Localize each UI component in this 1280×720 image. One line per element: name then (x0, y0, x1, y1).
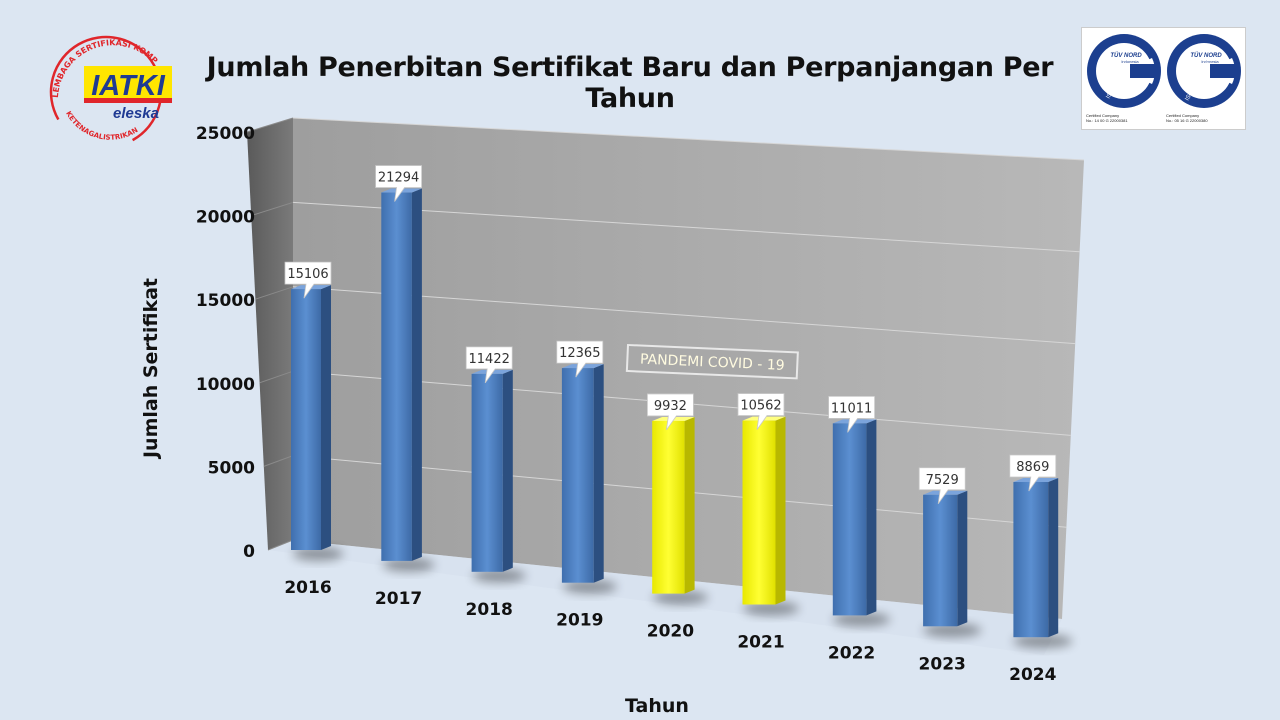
data-label-2021: 10562 (737, 393, 785, 430)
badge-2-cert-no: No.: 05 16 G 22000380 (1166, 118, 1208, 123)
y-tick-label: 10000 (196, 375, 255, 395)
bar-side-2020 (684, 416, 695, 594)
x-tick-2023: 2023 (919, 654, 966, 674)
y-tick-label: 15000 (196, 291, 255, 311)
logo-sub-text: eleska (113, 105, 159, 122)
data-label-text: 11422 (469, 352, 510, 367)
bar-2023 (923, 490, 968, 627)
bar-2016 (291, 285, 331, 550)
data-label-2018: 11422 (465, 346, 513, 384)
bar-side-2018 (502, 369, 513, 572)
data-label-2020: 9932 (647, 393, 694, 431)
bar-front-2018 (471, 373, 503, 572)
y-tick-label: 20000 (196, 208, 255, 228)
data-label-2024: 8869 (1009, 454, 1057, 492)
bar-front-2023 (923, 494, 958, 627)
data-label-text: 9932 (654, 399, 687, 414)
x-tick-2018: 2018 (466, 600, 513, 620)
gridline-25000 (292, 117, 1085, 161)
badge-iso-9001: TÜV NORD Indonesia ISO 9001:2015 Certifi… (1086, 34, 1161, 123)
y-tick-label: 0 (243, 542, 255, 562)
data-label-text: 7529 (926, 473, 959, 488)
data-label-text: 21294 (378, 171, 419, 186)
bar-shadows (292, 547, 1073, 649)
covid-annotation-box (625, 343, 799, 380)
data-labels: 15106 21294 11422 12365 9932 10562 11011 7529 88… (284, 165, 1057, 504)
callout-box (556, 340, 604, 378)
bar-2021 (742, 416, 786, 605)
badge-1-country: Indonesia (1121, 59, 1139, 64)
bar-side-2022 (866, 419, 877, 616)
bar-side-2019 (593, 364, 604, 583)
bar-2019 (561, 364, 604, 583)
bar-side-2021 (775, 416, 786, 605)
data-label-2023: 7529 (918, 467, 966, 504)
badge-2-caption: Certified Company (1166, 113, 1199, 118)
bar-2022 (832, 419, 877, 616)
x-axis-label: Tahun (625, 695, 689, 717)
bar-2020 (652, 416, 695, 594)
side-wall (247, 118, 293, 550)
data-label-text: 12365 (559, 346, 600, 361)
callout-box (465, 346, 513, 384)
badge-1-brand: TÜV NORD (1110, 52, 1142, 59)
bar-front-2022 (832, 423, 867, 616)
bar-side-2023 (957, 490, 968, 627)
callout-box (375, 165, 422, 202)
x-tick-2021: 2021 (737, 633, 784, 653)
x-axis-ticks: 2016 2017 2018 2019 2020 2021 2022 2023 2024 (284, 578, 1056, 685)
bar-front-2016 (291, 289, 321, 550)
bar-front-2017 (381, 192, 412, 561)
badge-2-country: Indonesia (1201, 59, 1219, 64)
callout-box (1009, 454, 1057, 492)
badge-iso-45001: TÜV NORD Indonesia ISO 45001:2018 Certif… (1166, 34, 1241, 123)
bar-front-2020 (652, 420, 685, 594)
data-label-2019: 12365 (556, 340, 604, 378)
certification-badges: TÜV NORD Indonesia ISO 9001:2015 Certifi… (1081, 27, 1246, 130)
data-label-2017: 21294 (375, 165, 422, 202)
data-label-text: 15106 (287, 267, 328, 282)
bar-front-2024 (1013, 482, 1049, 638)
x-tick-2024: 2024 (1009, 665, 1056, 685)
chart-title: Jumlah Penerbitan Sertifikat Baru dan Pe… (206, 52, 1054, 114)
badge-1-cert-no: No.: 14 00 G 22000381 (1086, 118, 1128, 123)
x-tick-2016: 2016 (284, 578, 331, 598)
bar-side-2024 (1048, 478, 1059, 638)
data-label-text: 8869 (1016, 460, 1049, 475)
bar-side-2017 (411, 188, 422, 561)
logo-main-text: IATKI (91, 70, 166, 102)
callout-box (737, 393, 785, 430)
gridline-20000 (292, 201, 1080, 253)
x-tick-2022: 2022 (828, 643, 875, 663)
y-tick-label: 25000 (196, 124, 255, 144)
callout-box (647, 393, 694, 431)
data-label-text: 10562 (740, 399, 781, 414)
x-tick-2019: 2019 (556, 611, 603, 631)
iatki-logo: LEMBAGA SERTIFIKASI KOMPETENSI KETENAGAL… (38, 28, 172, 148)
y-tick-label: 5000 (208, 458, 255, 478)
y-axis-ticks: 0 5000 10000 15000 20000 25000 (196, 124, 255, 562)
bar-front-2019 (561, 368, 594, 583)
x-tick-2017: 2017 (375, 589, 422, 609)
badge-1-caption: Certified Company (1086, 113, 1119, 118)
y-axis-label: Jumlah Sertifikat (140, 278, 162, 460)
data-label-text: 11011 (831, 401, 872, 416)
gridline-15000 (292, 286, 1076, 345)
data-label-2022: 11011 (828, 395, 875, 433)
bar-2024 (1013, 478, 1059, 638)
bars (291, 188, 1059, 638)
data-label-2016: 15106 (284, 261, 332, 299)
callout-box (828, 395, 875, 433)
badge-2-brand: TÜV NORD (1190, 52, 1222, 59)
covid-annotation: PANDEMI COVID - 19 (625, 343, 799, 380)
x-tick-2020: 2020 (647, 622, 694, 642)
bar-2017 (381, 188, 422, 561)
covid-annotation-text: PANDEMI COVID - 19 (640, 352, 785, 374)
bar-side-2016 (321, 285, 331, 550)
bar-2018 (471, 369, 513, 572)
callout-box (918, 467, 966, 504)
callout-box (284, 261, 332, 299)
bar-front-2021 (742, 420, 776, 605)
